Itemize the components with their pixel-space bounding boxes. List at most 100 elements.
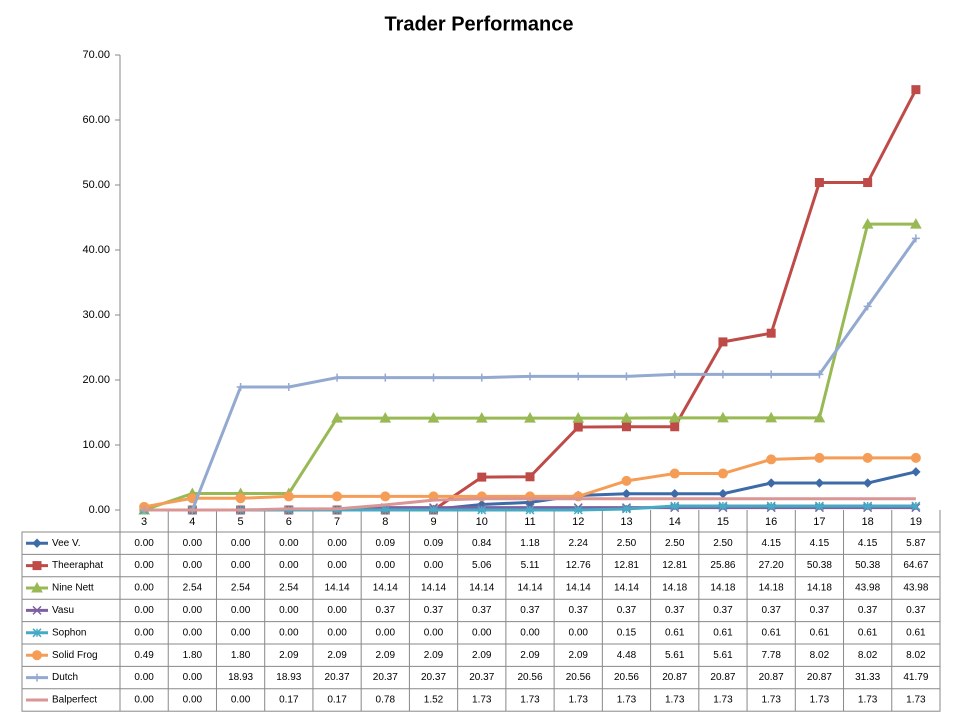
table-value: 1.73 [617, 695, 637, 706]
table-value: 0.37 [810, 605, 830, 616]
marker [332, 491, 343, 502]
table-value: 0.00 [134, 538, 154, 549]
table-value: 20.37 [325, 672, 350, 683]
marker [525, 472, 535, 482]
table-value: 18.93 [228, 672, 253, 683]
marker [669, 489, 680, 499]
legend-label: Vasu [52, 605, 74, 616]
table-value: 25.86 [710, 560, 735, 571]
table-value: 0.61 [761, 627, 781, 638]
y-tick-label: 20.00 [82, 374, 110, 386]
table-value: 1.73 [761, 695, 781, 706]
marker [381, 373, 390, 382]
table-value: 0.09 [376, 538, 396, 549]
table-value: 14.14 [614, 583, 639, 594]
marker [283, 491, 294, 502]
marker [718, 501, 728, 511]
table-value: 0.00 [327, 538, 347, 549]
table-value: 2.54 [231, 583, 251, 594]
chart-title: Trader Performance [385, 13, 574, 35]
marker [236, 382, 245, 391]
table-value: 5.06 [472, 560, 492, 571]
table-value: 5.61 [713, 650, 733, 661]
table-value: 0.00 [231, 627, 251, 638]
table-value: 1.73 [810, 695, 830, 706]
table-value: 0.00 [134, 583, 154, 594]
table-value: 0.15 [617, 627, 637, 638]
table-value: 4.48 [617, 650, 637, 661]
table-value: 14.14 [517, 583, 542, 594]
marker [862, 478, 873, 488]
table-value: 8.02 [810, 650, 830, 661]
table-value: 0.00 [327, 627, 347, 638]
legend-label: Balperfect [52, 695, 97, 706]
table-value: 14.18 [662, 583, 687, 594]
table-value: 31.33 [855, 672, 880, 683]
marker [573, 422, 583, 432]
marker [669, 468, 680, 479]
table-value: 1.73 [858, 695, 878, 706]
table-value: 20.87 [710, 672, 735, 683]
marker [863, 302, 872, 311]
table-value: 0.37 [472, 605, 492, 616]
table-value: 20.56 [517, 672, 542, 683]
table-value: 0.61 [858, 627, 878, 638]
marker [717, 411, 729, 423]
legend-marker [32, 628, 42, 638]
marker [766, 501, 776, 511]
marker [814, 478, 825, 488]
table-value: 0.00 [183, 605, 203, 616]
table-value: 2.50 [617, 538, 637, 549]
table-value: 0.00 [520, 627, 540, 638]
table-value: 0.84 [472, 538, 492, 549]
table-value: 0.00 [134, 605, 154, 616]
table-value: 27.20 [759, 560, 784, 571]
y-tick-label: 30.00 [82, 309, 110, 321]
table-value: 0.37 [906, 605, 926, 616]
x-tick-label: 14 [669, 516, 681, 528]
table-value: 1.52 [424, 695, 444, 706]
table-value: 1.73 [665, 695, 685, 706]
marker [670, 370, 679, 379]
table-value: 0.00 [569, 627, 589, 638]
x-tick-label: 15 [717, 516, 729, 528]
series-line [144, 497, 916, 512]
y-tick-label: 50.00 [82, 179, 110, 191]
marker [380, 505, 390, 515]
legend-label: Vee V. [52, 538, 81, 549]
table-value: 2.09 [424, 650, 444, 661]
table-value: 14.14 [325, 583, 350, 594]
table-value: 1.73 [906, 695, 926, 706]
table-value: 0.37 [376, 605, 396, 616]
marker [621, 489, 632, 499]
legend-marker [32, 605, 42, 615]
marker [863, 501, 873, 511]
table-value: 0.00 [183, 627, 203, 638]
table-value: 0.00 [134, 627, 154, 638]
legend-marker [33, 673, 41, 682]
table-value: 0.17 [327, 695, 347, 706]
table-value: 0.00 [327, 560, 347, 571]
marker [814, 501, 824, 511]
marker [863, 178, 873, 188]
marker [526, 372, 534, 381]
marker [911, 501, 921, 511]
marker [524, 412, 536, 423]
marker [911, 234, 920, 243]
marker [573, 505, 583, 515]
marker [475, 412, 488, 423]
table-value: 1.73 [520, 695, 540, 706]
legend-marker [31, 581, 43, 593]
table-value: 20.56 [614, 672, 639, 683]
marker [620, 412, 633, 423]
legend-label: Sophon [52, 627, 86, 638]
series-line [144, 88, 918, 512]
x-tick-label: 9 [430, 516, 436, 528]
marker [427, 412, 440, 423]
marker [477, 472, 487, 482]
marker [910, 452, 921, 463]
legend-label: Nine Nett [52, 583, 94, 594]
table-value: 5.87 [906, 538, 926, 549]
marker [766, 478, 776, 488]
marker [813, 411, 826, 423]
